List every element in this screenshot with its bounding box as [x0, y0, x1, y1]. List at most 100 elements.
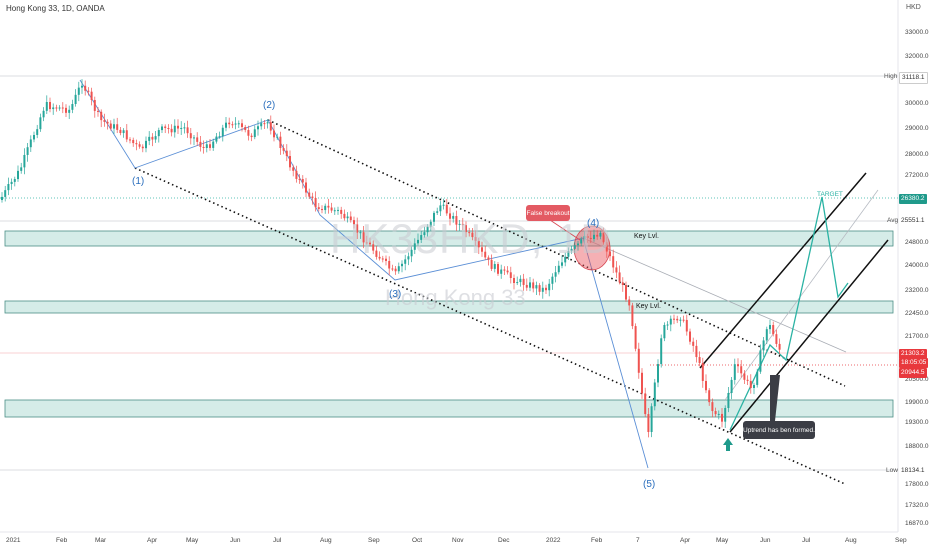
price-tick: 24800.0 [905, 239, 929, 246]
avg-tag: Avg [887, 217, 899, 224]
candle-body [74, 94, 77, 105]
candle-body [490, 259, 493, 269]
candle-body [199, 141, 202, 147]
candle-body [765, 329, 768, 341]
candle-body [359, 232, 362, 234]
candle-body [285, 150, 288, 157]
candle-body [13, 179, 16, 182]
price-tick: 33000.0 [905, 29, 929, 36]
candle-body [173, 125, 176, 133]
candle-body [477, 240, 480, 248]
candle-body [717, 413, 720, 415]
candle-body [653, 382, 656, 407]
time-tick: Dec [498, 537, 510, 544]
candle-body [356, 224, 359, 233]
candle-body [29, 139, 32, 148]
candle-body [481, 247, 483, 252]
candle-body [36, 129, 39, 135]
candle-body [666, 324, 669, 326]
candle-body [81, 85, 83, 88]
candle-body [468, 232, 471, 234]
price-tick: 27200.0 [905, 172, 929, 179]
wave-1-label: (1) [132, 176, 145, 187]
candle-body [583, 236, 586, 240]
candle-body [605, 242, 608, 252]
candle-body [436, 211, 439, 213]
candle-body [289, 156, 291, 168]
candle-body [250, 135, 253, 138]
target-price-label: 26380.2 [899, 194, 927, 204]
candle-body [644, 393, 647, 415]
uptrend-channel-lower [729, 239, 889, 433]
candle-body [474, 237, 477, 241]
candle-body [772, 325, 775, 335]
candle-body [330, 207, 333, 211]
wave-path [79, 79, 649, 469]
candle-body [33, 134, 35, 140]
candle-body [362, 232, 365, 243]
uptrend-callout: Uptrend has ben formed. [743, 421, 815, 439]
candle-body [273, 130, 275, 138]
candle-body [433, 212, 435, 222]
high-price-label: 31118.1 [899, 72, 928, 84]
candle-body [170, 128, 173, 133]
candle-body [202, 146, 205, 149]
candle-body [231, 124, 234, 126]
candle-body [263, 123, 266, 125]
candle-body [122, 130, 125, 134]
watermark-symbol: HK33HKD, 1D [330, 215, 612, 262]
wave-4-label: (4) [587, 218, 600, 229]
time-tick: Apr [680, 537, 691, 544]
candle-body [541, 287, 544, 292]
candle-body [327, 205, 330, 208]
time-tick: Sep [895, 537, 907, 544]
time-tick: Jun [230, 537, 241, 544]
candle-body [209, 144, 211, 148]
candle-body [314, 197, 317, 208]
candle-body [247, 130, 250, 136]
time-tick: 7 [636, 537, 640, 544]
price-tick: 30000.0 [905, 100, 929, 107]
candle-body [695, 345, 698, 358]
price-tick: 22450.0 [905, 310, 929, 317]
candle-body [253, 129, 256, 138]
candle-body [17, 170, 19, 180]
key-zone [4, 230, 894, 247]
current-price-label: 21303.2 [899, 349, 927, 359]
candle-body [58, 107, 61, 109]
candle-body [154, 136, 157, 140]
candle-body [343, 213, 346, 219]
candle-body [740, 366, 743, 374]
up-arrow-icon [723, 438, 733, 451]
candle-body [391, 268, 394, 270]
wave-2-label: (2) [263, 100, 276, 111]
symbol-title: Hong Kong 33, 1D, OANDA [6, 4, 105, 13]
candle-body [189, 133, 192, 139]
candle-body [260, 123, 263, 127]
candle-body [769, 325, 771, 330]
candle-body [554, 272, 557, 277]
candle-body [429, 221, 432, 227]
candle-body [266, 122, 269, 124]
price-tick: 28000.0 [905, 151, 929, 158]
candle-body [26, 147, 29, 155]
candle-body [119, 129, 122, 134]
candle-body [631, 305, 634, 327]
candle-body [369, 242, 371, 245]
candle-body [778, 343, 781, 350]
price-tick: 17320.0 [905, 502, 929, 509]
candle-body [337, 209, 339, 211]
candle-body [349, 216, 352, 221]
candle-body [346, 216, 349, 219]
candle-body [295, 170, 298, 179]
candle-body [577, 243, 579, 246]
candle-body [20, 167, 23, 171]
time-tick: Jun [760, 537, 771, 544]
candle-body [77, 87, 80, 95]
candle-body [701, 363, 704, 381]
candle-body [484, 251, 487, 258]
prev-price-label: 20944.5 [899, 368, 927, 378]
candle-body [727, 392, 730, 408]
